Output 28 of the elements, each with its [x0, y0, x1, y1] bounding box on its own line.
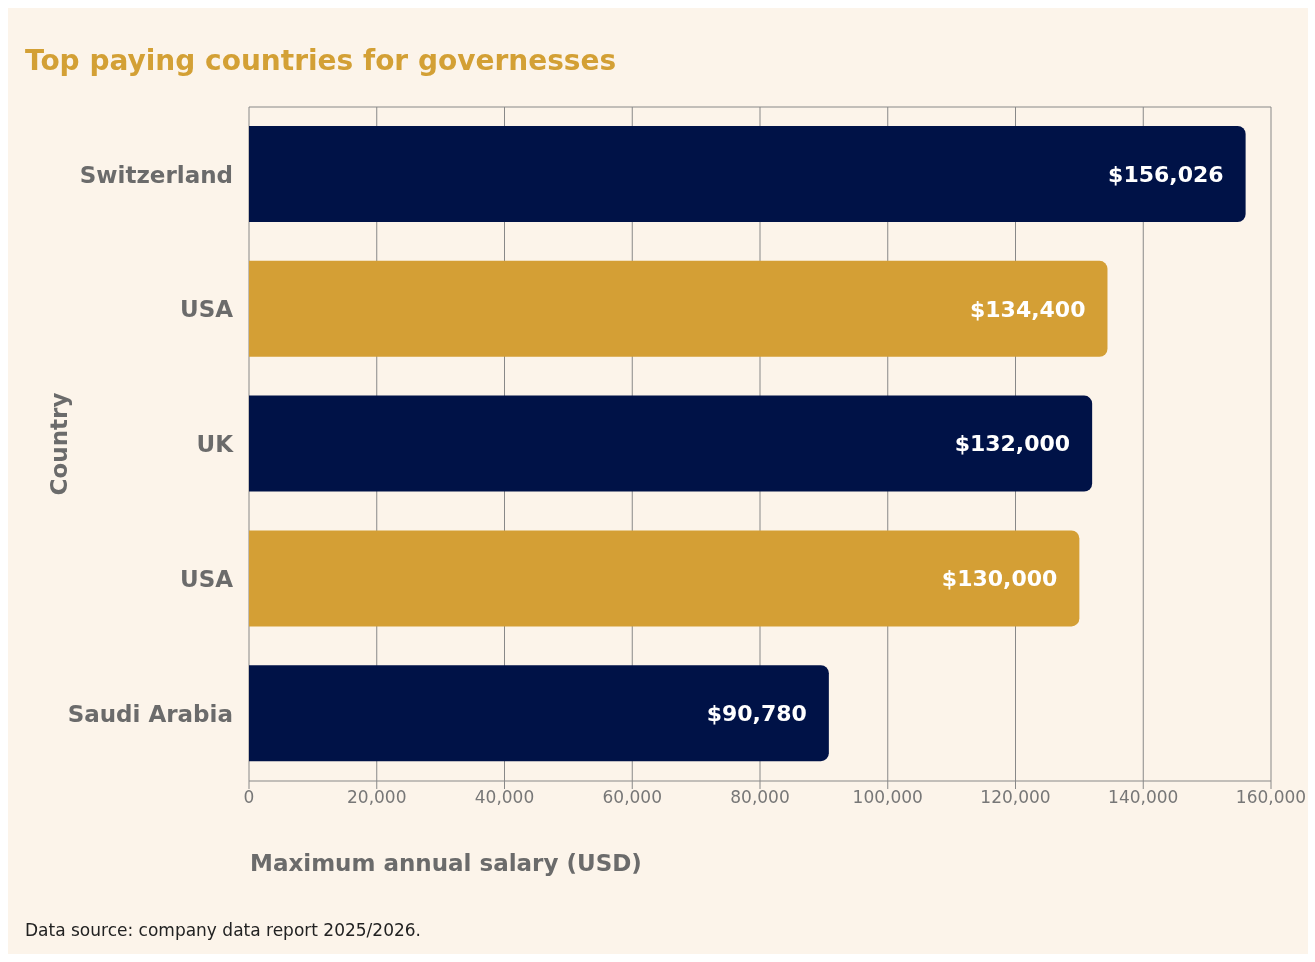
source-note: Data source: company data report 2025/2026. [25, 920, 422, 940]
data-label: $90,780 [706, 701, 807, 727]
bar [249, 260, 1108, 357]
data-label: $156,026 [1108, 161, 1224, 187]
bar [249, 530, 1080, 627]
x-axis-title: Maximum annual salary (USD) [250, 850, 642, 876]
y-axis-title: Country [46, 392, 73, 496]
x-tick-label: 60,000 [602, 787, 662, 808]
x-tick-label: 120,000 [980, 787, 1051, 808]
data-label: $134,400 [969, 296, 1086, 322]
y-tick-label: Switzerland [79, 161, 233, 188]
x-tick-label: 40,000 [474, 787, 535, 808]
chart-title: Top paying countries for governesses [25, 44, 617, 77]
y-tick-label: UK [196, 431, 235, 458]
data-label: $132,000 [954, 431, 1071, 457]
x-tick-label: 80,000 [730, 787, 790, 808]
x-tick-label: 0 [243, 787, 255, 808]
bar [249, 395, 1093, 492]
y-tick-label: USA [179, 296, 234, 323]
x-tick-label: 20,000 [347, 787, 407, 808]
x-tick-label: 100,000 [852, 787, 923, 808]
bar [249, 126, 1246, 222]
data-label: $130,000 [941, 566, 1058, 592]
x-tick-label: 140,000 [1108, 787, 1179, 808]
bar [249, 665, 829, 762]
y-tick-label: USA [179, 565, 234, 592]
y-tick-label: Saudi Arabia [67, 700, 233, 727]
x-tick-label: 160,000 [1235, 787, 1307, 808]
